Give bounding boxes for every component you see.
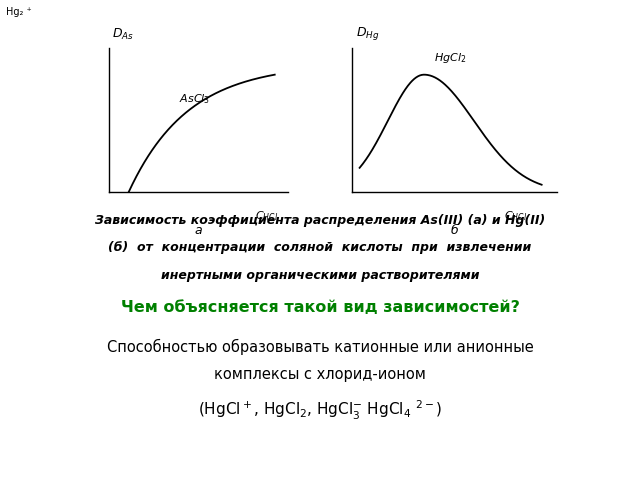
Text: (б)  от  концентрации  соляной  кислоты  при  извлечении: (б) от концентрации соляной кислоты при … xyxy=(108,241,532,254)
Text: $AsCl_3$: $AsCl_3$ xyxy=(179,92,211,106)
Text: инертными органическими растворителями: инертными органическими растворителями xyxy=(161,269,479,282)
Text: Чем объясняется такой вид зависимостей?: Чем объясняется такой вид зависимостей? xyxy=(120,300,520,315)
Text: $D_{Hg}$: $D_{Hg}$ xyxy=(356,25,380,42)
Text: $C_{HCl}$: $C_{HCl}$ xyxy=(255,209,278,223)
Text: $C_{HCl}$: $C_{HCl}$ xyxy=(504,209,527,223)
Text: б: б xyxy=(451,224,458,237)
Text: a: a xyxy=(195,224,202,237)
Text: $D_{As}$: $D_{As}$ xyxy=(113,27,134,42)
Text: Hg₂ ⁺: Hg₂ ⁺ xyxy=(6,7,32,17)
Text: Способностью образовывать катионные или анионные: Способностью образовывать катионные или … xyxy=(107,338,533,355)
Text: комплексы с хлорид-ионом: комплексы с хлорид-ионом xyxy=(214,367,426,382)
Text: Зависимость коэффициента распределения As(III) (a) и Hg(II): Зависимость коэффициента распределения A… xyxy=(95,214,545,227)
Text: (HgCl$^+$, HgCl$_2$, HgCl$_3^{-}$ HgCl$_4$ $^{2-}$): (HgCl$^+$, HgCl$_2$, HgCl$_3^{-}$ HgCl$_… xyxy=(198,398,442,421)
Text: $HgCl_2$: $HgCl_2$ xyxy=(434,51,467,65)
